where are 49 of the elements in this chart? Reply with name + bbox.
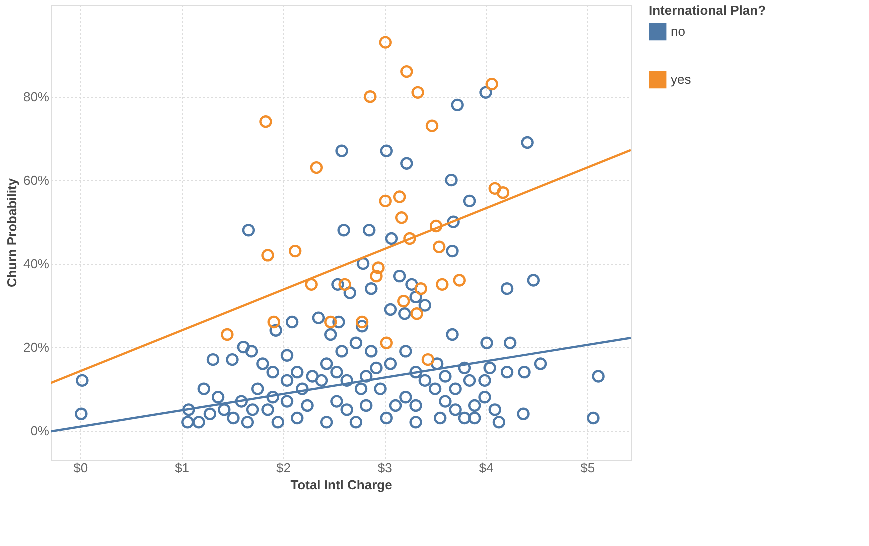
point bbox=[221, 328, 234, 342]
y-tick-label: 20% bbox=[23, 340, 50, 355]
point bbox=[453, 274, 466, 287]
point bbox=[414, 282, 428, 296]
point bbox=[496, 186, 510, 200]
legend-label: yes bbox=[671, 72, 692, 87]
y-tick-label: 80% bbox=[23, 89, 50, 104]
point bbox=[356, 316, 369, 329]
point bbox=[324, 316, 338, 329]
point bbox=[393, 190, 406, 204]
x-tick-label: $1 bbox=[175, 460, 190, 476]
legend-title: International Plan? bbox=[649, 3, 766, 18]
y-axis-title: Churn Probability bbox=[4, 178, 20, 288]
x-axis-title: Total Intl Charge bbox=[290, 478, 392, 492]
x-tick-label: $3 bbox=[378, 460, 392, 476]
point bbox=[262, 249, 274, 262]
point bbox=[379, 194, 392, 208]
point bbox=[426, 120, 439, 132]
point bbox=[260, 116, 272, 128]
point bbox=[310, 161, 324, 174]
point bbox=[486, 78, 498, 91]
point bbox=[268, 316, 280, 329]
point bbox=[430, 220, 443, 233]
point bbox=[289, 244, 302, 258]
x-tick-label: $2 bbox=[276, 460, 291, 476]
point bbox=[422, 353, 435, 366]
point bbox=[395, 212, 408, 224]
point bbox=[410, 308, 424, 320]
point bbox=[412, 86, 424, 99]
y-tick-label: 60% bbox=[23, 172, 50, 188]
point bbox=[398, 295, 410, 308]
point bbox=[379, 36, 392, 49]
point bbox=[364, 90, 377, 104]
y-tick-label: 0% bbox=[30, 423, 50, 438]
point bbox=[338, 278, 352, 292]
point bbox=[305, 278, 318, 292]
point bbox=[372, 262, 385, 274]
point bbox=[404, 232, 416, 246]
y-tick-label: 40% bbox=[23, 256, 50, 272]
point bbox=[488, 182, 502, 196]
legend-label: no bbox=[671, 24, 686, 39]
point bbox=[370, 270, 383, 283]
point bbox=[433, 240, 446, 254]
x-tick-label: $0 bbox=[74, 460, 88, 476]
point bbox=[380, 336, 393, 350]
x-tick-label: $5 bbox=[580, 460, 596, 476]
point bbox=[400, 65, 414, 78]
point bbox=[436, 278, 449, 292]
x-tick-label: $4 bbox=[479, 460, 494, 476]
